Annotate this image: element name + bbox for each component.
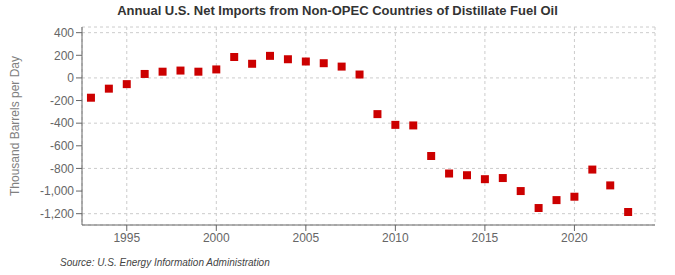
svg-text:-1,000: -1,000	[40, 184, 74, 198]
svg-text:2020: 2020	[561, 231, 588, 245]
html-text:Source: U.S. Energy Informatio: Source: U.S. Energy Information Administ…	[60, 257, 270, 268]
svg-text:2010: 2010	[382, 231, 409, 245]
svg-text:-1,200: -1,200	[40, 207, 74, 221]
svg-text:200: 200	[54, 49, 74, 63]
svg-text:-600: -600	[50, 139, 74, 153]
svg-text:1995: 1995	[113, 231, 140, 245]
svg-text:0: 0	[67, 71, 74, 85]
svg-text:-400: -400	[50, 116, 74, 130]
svg-text:2005: 2005	[292, 231, 319, 245]
svg-text:2015: 2015	[472, 231, 499, 245]
svg-text:-200: -200	[50, 94, 74, 108]
svg-text:2000: 2000	[203, 231, 230, 245]
svg-text:400: 400	[54, 26, 74, 40]
svg-text:Thousand Barrels per Day: Thousand Barrels per Day	[8, 56, 22, 196]
html-text:Annual U.S. Net Imports from N: Annual U.S. Net Imports from Non-OPEC Co…	[117, 3, 558, 18]
svg-text:-800: -800	[50, 162, 74, 176]
